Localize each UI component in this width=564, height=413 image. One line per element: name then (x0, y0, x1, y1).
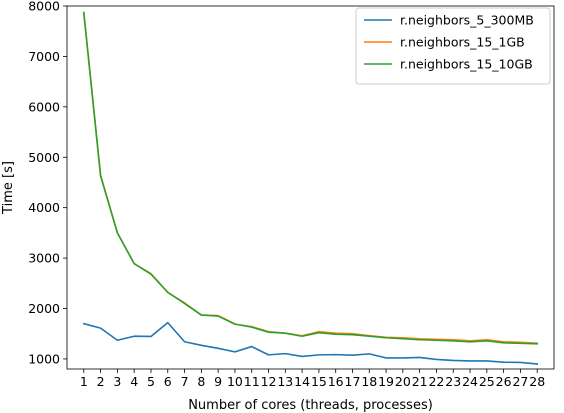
x-tick-label: 12 (261, 374, 277, 389)
y-axis-label: Time [s] (1, 161, 16, 215)
x-axis-label: Number of cores (threads, processes) (188, 398, 433, 413)
x-tick-label: 16 (328, 374, 344, 389)
x-tick-label: 14 (294, 374, 310, 389)
x-tick-label: 7 (181, 374, 189, 389)
x-tick-label: 15 (311, 374, 327, 389)
series-line-3 (82, 11, 539, 345)
x-tick-label: 4 (130, 374, 138, 389)
plot-frame (66, 5, 555, 370)
x-tick-label: 22 (428, 374, 444, 389)
x-tick-label: 1 (80, 374, 88, 389)
legend-label-2: r.neighbors_15_1GB (400, 35, 525, 50)
y-tick-label: 2000 (28, 301, 60, 316)
series-line-1 (82, 321, 539, 365)
y-tick-label: 1000 (28, 351, 60, 366)
x-tick-label: 19 (378, 374, 394, 389)
x-tick-label: 28 (529, 374, 545, 389)
x-tick-label: 27 (512, 374, 528, 389)
x-tick-label: 2 (97, 374, 105, 389)
x-tick-label: 24 (462, 374, 478, 389)
x-tick-label: 26 (496, 374, 512, 389)
x-tick-label: 11 (244, 374, 260, 389)
x-tick-label: 20 (395, 374, 411, 389)
y-axis-ticks: 1000 2000 3000 4000 5000 6000 7000 8000 (28, 0, 67, 366)
y-tick-label: 4000 (28, 200, 60, 215)
x-tick-label: 17 (345, 374, 361, 389)
x-tick-label: 18 (361, 374, 377, 389)
x-axis-ticks: 1 2 3 4 5 6 7 8 9 10 11 12 13 14 15 16 17 18 19 20 21 22 23 24 2… (80, 369, 545, 389)
x-tick-label: 5 (147, 374, 155, 389)
x-tick-label: 25 (479, 374, 495, 389)
y-tick-label: 5000 (28, 150, 60, 165)
legend: r.neighbors_5_300MB r.neighbors_15_1GB r.n… (355, 7, 551, 85)
x-tick-label: 3 (113, 374, 121, 389)
x-tick-label: 6 (164, 374, 172, 389)
y-tick-label: 6000 (28, 99, 60, 114)
x-tick-label: 13 (277, 374, 293, 389)
x-tick-label: 8 (197, 374, 205, 389)
legend-label-1: r.neighbors_5_300MB (400, 13, 534, 28)
x-tick-label: 9 (214, 374, 222, 389)
x-tick-label: 23 (445, 374, 461, 389)
x-tick-label: 21 (412, 374, 428, 389)
y-tick-label: 7000 (28, 49, 60, 64)
series-lines (82, 11, 539, 365)
legend-box (355, 7, 551, 85)
y-tick-label: 3000 (28, 251, 60, 266)
y-tick-label: 8000 (28, 0, 60, 14)
x-tick-label: 10 (227, 374, 243, 389)
legend-label-3: r.neighbors_15_10GB (400, 57, 533, 72)
plot-area-border (66, 5, 555, 370)
